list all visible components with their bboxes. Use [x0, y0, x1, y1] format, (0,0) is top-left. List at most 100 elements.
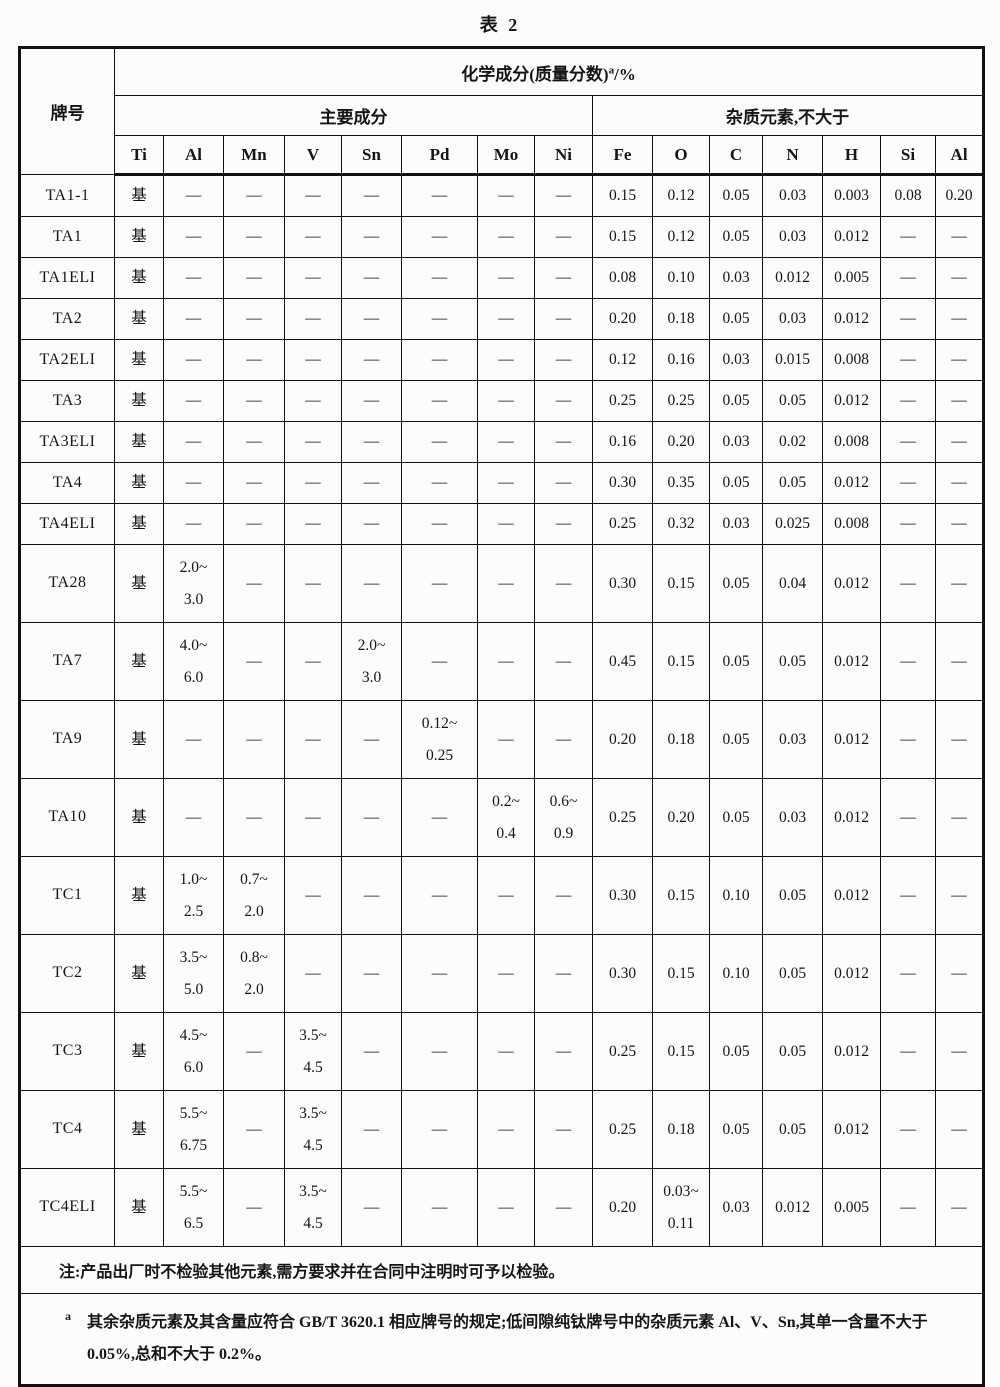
value-cell: —	[880, 934, 936, 1013]
value-cell: 4.5~ 6.0	[163, 1012, 224, 1091]
value-cell: —	[534, 544, 593, 623]
value-cell: —	[284, 934, 342, 1013]
value-cell: 0.12	[652, 174, 710, 217]
value-cell: —	[477, 1012, 535, 1091]
value-cell: —	[284, 856, 342, 935]
element-column-header: N	[762, 135, 823, 176]
table-row: TA7 基 4.0~ 6.0— —2.0~ 3.0— — —0.45 0.15 0.05 0.0…	[19, 622, 985, 701]
value-cell: —	[223, 778, 285, 857]
value-cell: —	[534, 856, 593, 935]
value-cell: 0.35	[652, 462, 710, 504]
element-column-header: Pd	[401, 135, 478, 176]
value-cell: —	[341, 462, 402, 504]
value-cell: —	[341, 1012, 402, 1091]
value-cell: —	[341, 257, 402, 299]
value-cell: 0.18	[652, 1090, 710, 1169]
value-cell: —	[477, 257, 535, 299]
value-cell: —	[880, 421, 936, 463]
value-cell: 0.03	[709, 339, 763, 381]
value-cell: —	[223, 1168, 285, 1247]
element-column-header: Mn	[223, 135, 285, 176]
value-cell: —	[534, 257, 593, 299]
value-cell: —	[880, 462, 936, 504]
value-cell: —	[284, 380, 342, 422]
value-cell: —	[401, 298, 478, 340]
grade-cell: TC4ELI	[19, 1168, 115, 1247]
value-cell: 0.15	[592, 216, 653, 258]
table-row: TA2 基 — — — — — — —0.20 0.18 0.05 0.03 0.012— —	[19, 298, 985, 340]
value-cell: —	[284, 257, 342, 299]
value-cell: —	[880, 339, 936, 381]
value-cell: —	[163, 216, 224, 258]
value-cell: —	[223, 298, 285, 340]
value-cell: 0.18	[652, 298, 710, 340]
value-cell: 基	[114, 1012, 164, 1091]
value-cell: —	[223, 1090, 285, 1169]
value-cell: 0.05	[762, 380, 823, 422]
table-row: TA10 基 — — — — —0.2~ 0.4 0.6~ 0.9 0.25 0.20 0.05 0.…	[19, 778, 985, 857]
value-cell: 基	[114, 544, 164, 623]
table-row: TC4ELI 基 5.5~ 6.5—3.5~ 4.5— — — —0.20 0.03~ 0.…	[19, 1168, 985, 1247]
impurity-elements-group-header: 杂质元素,不大于	[591, 95, 985, 136]
value-cell: —	[341, 216, 402, 258]
value-cell: —	[477, 174, 535, 217]
table-row: TA3ELI 基 — — — — — — —0.16 0.20 0.03 0.02 0.008— —	[19, 421, 985, 463]
value-cell: 0.012	[822, 298, 881, 340]
element-column-header: Sn	[341, 135, 402, 176]
value-cell: 2.0~ 3.0	[341, 622, 402, 701]
value-cell: —	[401, 174, 478, 217]
scanned-document-page: 表 2 牌号 化学成分(质量分数)a/% 主要成分 杂质元素,不大于 Ti Al M…	[18, 15, 986, 1387]
table-row: TC2 基 3.5~ 5.0 0.8~ 2.0— — — — —0.30 0.15 0.10 0.0…	[19, 934, 985, 1013]
value-cell: —	[477, 934, 535, 1013]
footnote-text: 其余杂质元素及其含量应符合 GB/T 3620.1 相应牌号的规定;低间隙纯钛牌…	[87, 1314, 928, 1363]
value-cell: 0.15	[652, 856, 710, 935]
value-cell: —	[223, 216, 285, 258]
value-cell: 0.25	[592, 1090, 653, 1169]
grade-cell: TA1	[19, 216, 115, 258]
composition-header-unit: /%	[614, 64, 636, 84]
table-row: TA4 基 — — — — — — —0.30 0.35 0.05 0.05 0.012— —	[19, 462, 985, 504]
value-cell: 基	[114, 257, 164, 299]
element-column-header: H	[822, 135, 881, 176]
value-cell: —	[284, 700, 342, 779]
value-cell: 0.012	[822, 856, 881, 935]
value-cell: —	[284, 622, 342, 701]
value-cell: 0.30	[592, 462, 653, 504]
element-column-header: Al	[934, 135, 985, 176]
value-cell: 0.12	[652, 216, 710, 258]
value-cell: 5.5~ 6.75	[163, 1090, 224, 1169]
value-cell: 0.20	[652, 778, 710, 857]
composition-header: 化学成分(质量分数)a/%	[113, 47, 985, 96]
value-cell: 基	[114, 622, 164, 701]
value-cell: 3.5~ 4.5	[284, 1168, 342, 1247]
value-cell: —	[401, 1012, 478, 1091]
value-cell: 0.15	[592, 174, 653, 217]
table-row: TC3 基 4.5~ 6.0—3.5~ 4.5— — — —0.25 0.15 0.05 0.0…	[19, 1012, 985, 1091]
value-cell: 0.45	[592, 622, 653, 701]
value-cell: 0.05	[709, 700, 763, 779]
value-cell: —	[477, 339, 535, 381]
value-cell: 0.03	[762, 778, 823, 857]
value-cell: 0.05	[709, 544, 763, 623]
value-cell: 0.2~ 0.4	[477, 778, 535, 857]
value-cell: —	[401, 934, 478, 1013]
value-cell: 0.03	[709, 503, 763, 545]
grade-cell: TA28	[19, 544, 115, 623]
chemical-composition-table: 牌号 化学成分(质量分数)a/% 主要成分 杂质元素,不大于 Ti Al Mn V Sn…	[18, 46, 986, 1387]
value-cell: 0.012	[822, 380, 881, 422]
value-cell: —	[341, 934, 402, 1013]
value-cell: 0.16	[652, 339, 710, 381]
value-cell: 0.05	[762, 622, 823, 701]
table-row: TA1 基 — — — — — — —0.15 0.12 0.05 0.03 0.012— —	[19, 216, 985, 258]
value-cell: —	[477, 1168, 535, 1247]
value-cell: 0.05	[762, 1012, 823, 1091]
value-cell: 基	[114, 1090, 164, 1169]
value-cell: —	[223, 544, 285, 623]
value-cell: 0.003	[822, 174, 881, 217]
grade-cell: TA1-1	[19, 174, 115, 217]
table-row: TC1 基 1.0~ 2.5 0.7~ 2.0— — — — —0.30 0.15 0.10 0.0…	[19, 856, 985, 935]
value-cell: 0.08	[880, 174, 936, 217]
value-cell: —	[401, 380, 478, 422]
value-cell: 0.05	[709, 778, 763, 857]
value-cell: 0.12~ 0.25	[401, 700, 478, 779]
